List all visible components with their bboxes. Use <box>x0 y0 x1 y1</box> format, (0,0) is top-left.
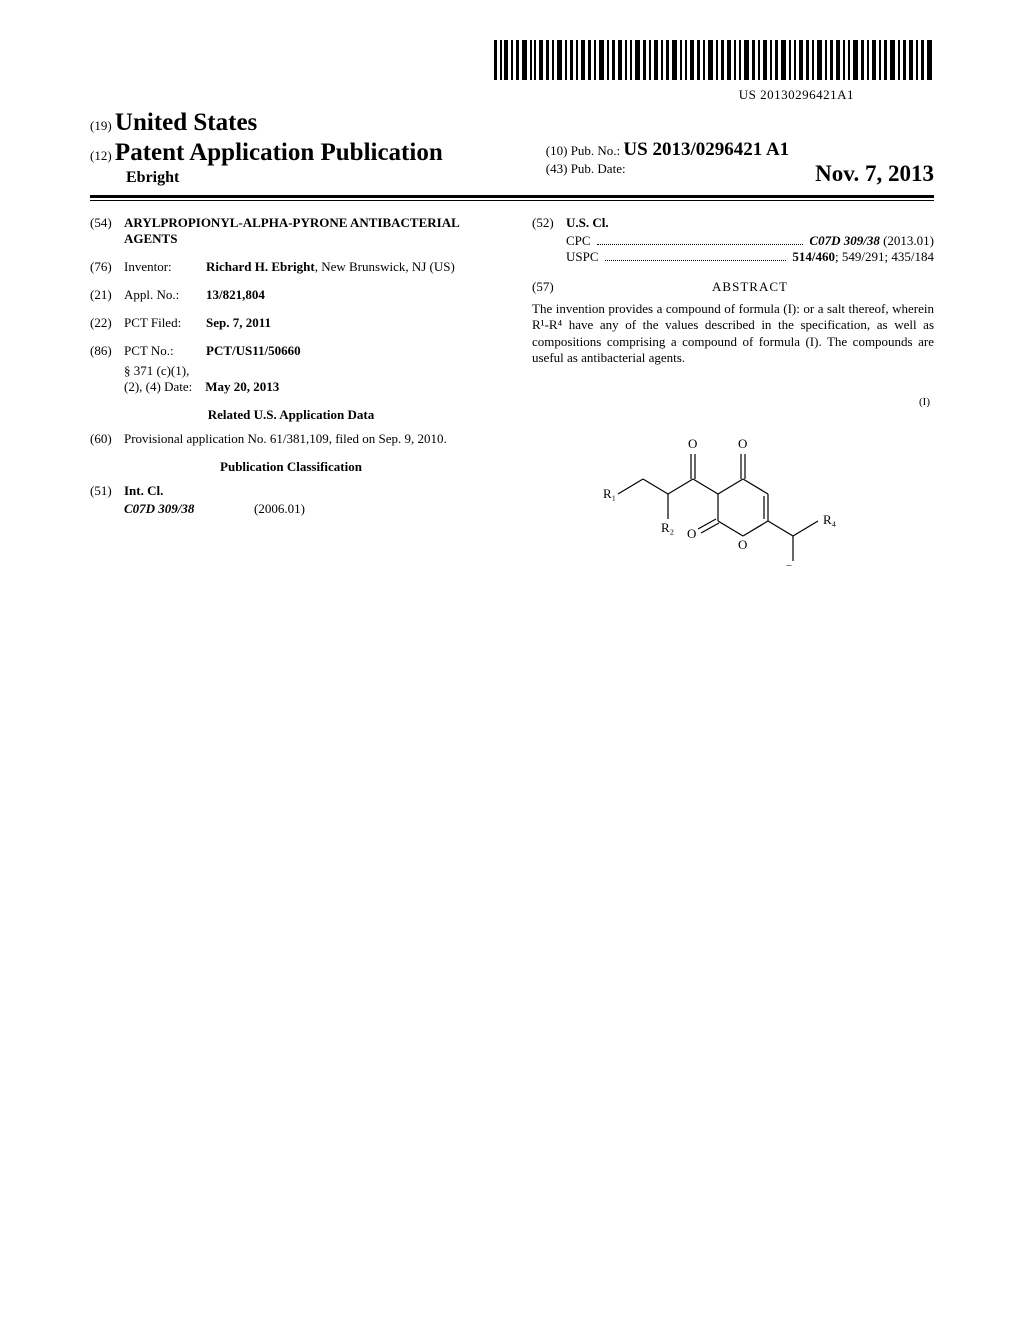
pubno-text: Pub. No.: <box>571 143 624 158</box>
barcode <box>494 40 934 85</box>
uspc-rest: ; 549/291; 435/184 <box>835 249 934 264</box>
structure-o2: O <box>738 436 747 451</box>
structure-o1: O <box>688 436 697 451</box>
structure-r1: R₁ <box>603 486 616 501</box>
bibliographic-columns: (54) ARYLPROPIONYL-ALPHA-PYRONE ANTIBACT… <box>90 215 934 566</box>
country-code: (19) <box>90 118 112 133</box>
structure-o3: O <box>687 526 696 541</box>
pctfiled-code: (22) <box>90 315 124 331</box>
author-header: Ebright <box>126 169 512 187</box>
uscl-field: (52) U.S. Cl. <box>532 215 934 231</box>
barcode-block: US 20130296421A1 <box>90 40 934 103</box>
divider-thin <box>90 200 934 201</box>
pctno-code: (86) <box>90 343 124 359</box>
inventor-code: (76) <box>90 259 124 275</box>
intcl-class: C07D 309/38 <box>124 501 254 517</box>
abstract-label: ABSTRACT <box>566 279 934 295</box>
pubkind-code: (12) <box>90 148 112 163</box>
uscl-details: CPC C07D 309/38 (2013.01) USPC 514/460; … <box>566 233 934 265</box>
intcl-code: (51) <box>90 483 124 499</box>
applno-field: (21) Appl. No.: 13/821,804 <box>90 287 492 303</box>
inventor-name: Richard H. Ebright <box>206 259 315 274</box>
intcl-label: Int. Cl. <box>124 483 492 499</box>
provisional-field: (60) Provisional application No. 61/381,… <box>90 431 492 447</box>
structure-r4: R₄ <box>823 512 837 527</box>
inventor-field: (76) Inventor: Richard H. Ebright, New B… <box>90 259 492 275</box>
header-left: (19) United States (12) Patent Applicati… <box>90 109 512 187</box>
provisional-text: Provisional application No. 61/381,109, … <box>124 431 492 447</box>
country-name: United States <box>115 109 257 136</box>
intcl-field: (51) Int. Cl. <box>90 483 492 499</box>
intcl-version: (2006.01) <box>254 501 305 517</box>
header: (19) United States (12) Patent Applicati… <box>90 109 934 187</box>
pct-24-label: (2), (4) Date: <box>124 379 192 394</box>
intcl-entry: C07D 309/38 (2006.01) <box>124 501 492 517</box>
applno-code: (21) <box>90 287 124 303</box>
pctfiled-value: Sep. 7, 2011 <box>206 315 492 331</box>
cpc-line: CPC C07D 309/38 (2013.01) <box>566 233 934 249</box>
pct-subsection: § 371 (c)(1), (2), (4) Date: May 20, 201… <box>124 363 492 395</box>
pubno-code: (10) <box>546 143 568 158</box>
pctno-field: (86) PCT No.: PCT/US11/50660 <box>90 343 492 359</box>
abstract-text: The invention provides a compound of for… <box>532 301 934 366</box>
header-right: (10) Pub. No.: US 2013/0296421 A1 (43) P… <box>546 139 934 187</box>
inventor-loc: , New Brunswick, NJ (US) <box>315 259 455 274</box>
pubno-value: US 2013/0296421 A1 <box>623 139 789 160</box>
abstract-header: (57) ABSTRACT <box>532 279 934 301</box>
dots-icon <box>597 243 804 245</box>
pctfiled-field: (22) PCT Filed: Sep. 7, 2011 <box>90 315 492 331</box>
formula-label: (I) <box>532 396 930 408</box>
pctno-label: PCT No.: <box>124 343 206 359</box>
divider-thick <box>90 195 934 198</box>
uscl-code: (52) <box>532 215 566 231</box>
cpc-label: CPC <box>566 233 591 249</box>
pubdate-value: Nov. 7, 2013 <box>815 161 934 187</box>
patent-front-page: US 20130296421A1 (19) United States (12)… <box>0 0 1024 606</box>
cpc-version: (2013.01) <box>880 233 934 248</box>
uspc-bold: 514/460 <box>792 249 835 264</box>
structure-o4: O <box>738 537 747 552</box>
title-field: (54) ARYLPROPIONYL-ALPHA-PYRONE ANTIBACT… <box>90 215 492 247</box>
structure-r3: R₃ <box>786 562 799 566</box>
pubdate-text: Pub. Date: <box>571 161 626 176</box>
uspc-label: USPC <box>566 249 599 265</box>
chemical-structure: R₁ R₂ R₃ R₄ O O O O <box>583 416 883 566</box>
pubclass-title: Publication Classification <box>90 459 492 475</box>
barcode-number: US 20130296421A1 <box>90 87 854 103</box>
structure-r2: R₂ <box>661 520 674 535</box>
pct-371: § 371 (c)(1), <box>124 363 492 379</box>
inventor-label: Inventor: <box>124 259 206 275</box>
applno-value: 13/821,804 <box>206 287 492 303</box>
uscl-label: U.S. Cl. <box>566 215 934 231</box>
dots-icon <box>605 259 787 261</box>
inventor-value: Richard H. Ebright, New Brunswick, NJ (U… <box>206 259 492 275</box>
applno-label: Appl. No.: <box>124 287 206 303</box>
pctno-value: PCT/US11/50660 <box>206 343 492 359</box>
pct-24-val: May 20, 2013 <box>205 379 279 394</box>
title-code: (54) <box>90 215 124 231</box>
cpc-value: C07D 309/38 <box>809 233 879 248</box>
invention-title: ARYLPROPIONYL-ALPHA-PYRONE ANTIBACTERIAL… <box>124 215 492 247</box>
provisional-code: (60) <box>90 431 124 447</box>
uspc-line: USPC 514/460; 549/291; 435/184 <box>566 249 934 265</box>
pubkind: Patent Application Publication <box>115 139 443 166</box>
right-column: (52) U.S. Cl. CPC C07D 309/38 (2013.01) … <box>532 215 934 566</box>
left-column: (54) ARYLPROPIONYL-ALPHA-PYRONE ANTIBACT… <box>90 215 492 566</box>
abstract-code: (57) <box>532 279 566 301</box>
pctfiled-label: PCT Filed: <box>124 315 206 331</box>
related-data-title: Related U.S. Application Data <box>90 407 492 423</box>
pubdate-code: (43) <box>546 161 568 176</box>
